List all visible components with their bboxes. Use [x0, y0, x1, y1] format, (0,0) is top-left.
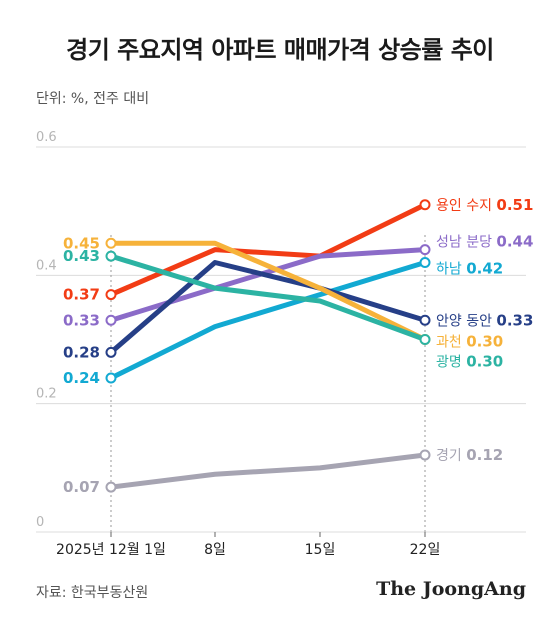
- series-name: 광명: [436, 355, 466, 371]
- end-label: 성남 분당 0.44: [436, 233, 533, 251]
- series-line: [108, 253, 428, 342]
- data-point: [105, 289, 117, 301]
- end-label: 경기 0.12: [436, 446, 503, 464]
- data-point: [105, 237, 117, 249]
- data-point: [105, 250, 117, 262]
- data-point: [419, 244, 431, 256]
- brand-logo: The JoongAng: [376, 578, 526, 600]
- start-value-label: 0.43: [63, 247, 100, 265]
- end-label: 하남 0.42: [436, 260, 503, 278]
- data-point: [419, 257, 431, 268]
- series-name: 경기: [436, 448, 466, 464]
- x-tick-label: 22일: [410, 542, 441, 558]
- data-point: [105, 372, 117, 384]
- series-line: [108, 452, 428, 490]
- series-name: 성남 분당: [436, 235, 496, 251]
- source-label: 자료: 한국부동산원: [36, 585, 149, 601]
- data-point: [105, 346, 117, 358]
- end-value-label: 0.33: [496, 311, 533, 329]
- series-line: [108, 240, 428, 342]
- start-value-label: 0.37: [63, 286, 100, 304]
- start-value-label: 0.28: [63, 343, 100, 361]
- x-tick-label: 2025년 12월 1일: [56, 542, 166, 558]
- series-name: 하남: [436, 262, 466, 278]
- y-tick-label: 0.4: [36, 258, 57, 273]
- y-tick-label: 0: [36, 515, 44, 530]
- end-label: 안양 동안 0.33: [436, 311, 533, 329]
- series-name: 과천: [436, 335, 466, 351]
- series-line: [108, 202, 428, 298]
- chart-title: 경기 주요지역 아파트 매매가격 상승률 추이: [66, 36, 494, 64]
- end-value-label: 0.30: [466, 333, 503, 351]
- series-line: [108, 260, 428, 381]
- start-value-label: 0.07: [63, 478, 100, 496]
- end-value-label: 0.30: [466, 353, 503, 371]
- end-value-label: 0.42: [466, 260, 503, 278]
- data-point: [419, 314, 431, 326]
- end-value-label: 0.12: [466, 446, 503, 464]
- end-label: 광명 0.30: [436, 353, 503, 371]
- x-tick-label: 15일: [305, 542, 336, 558]
- y-tick-label: 0.2: [36, 387, 57, 402]
- unit-label: 단위: %, 전주 대비: [36, 91, 150, 107]
- data-point: [419, 449, 431, 461]
- end-label: 용인 수지 0.51: [436, 196, 533, 214]
- series-name: 용인 수지: [436, 198, 496, 214]
- end-label: 과천 0.30: [436, 333, 503, 351]
- series-name: 안양 동안: [436, 313, 496, 329]
- end-value-label: 0.44: [496, 233, 533, 251]
- data-point: [105, 314, 117, 326]
- data-point: [419, 334, 431, 345]
- data-point: [105, 481, 117, 493]
- start-value-label: 0.45: [63, 234, 100, 252]
- start-value-label: 0.33: [63, 311, 100, 329]
- x-tick-label: 8일: [204, 542, 226, 558]
- y-tick-label: 0.6: [36, 130, 57, 145]
- end-value-label: 0.51: [496, 196, 533, 214]
- data-point: [419, 199, 431, 211]
- start-value-label: 0.24: [63, 369, 100, 387]
- series-line: [108, 260, 428, 355]
